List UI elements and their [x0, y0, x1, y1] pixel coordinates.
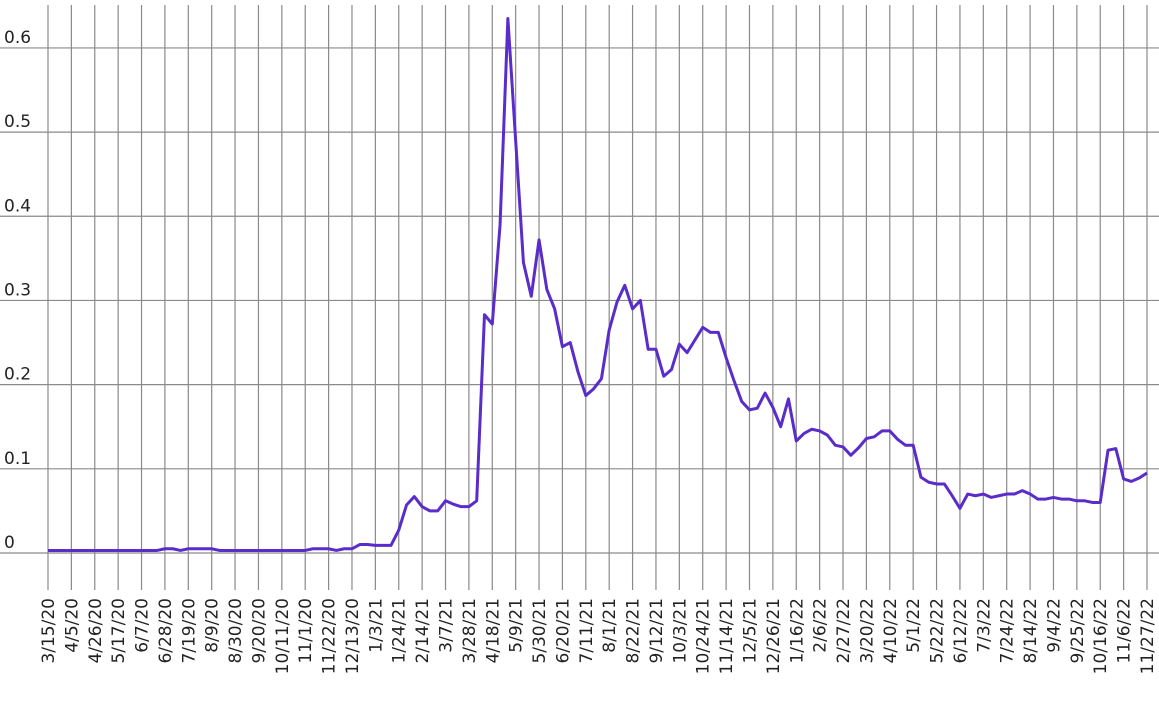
x-tick-label: 7/11/21	[577, 598, 597, 664]
x-tick-label: 11/14/21	[717, 598, 737, 674]
x-tick-label: 5/9/21	[507, 598, 527, 653]
x-tick-label: 1/16/22	[787, 598, 807, 664]
y-tick-label: 0.2	[4, 365, 31, 385]
x-tick-label: 12/26/21	[764, 598, 784, 674]
x-tick-label: 6/7/20	[133, 598, 153, 653]
x-tick-label: 4/26/20	[86, 598, 106, 664]
x-tick-label: 11/6/22	[1115, 598, 1135, 664]
x-tick-label: 11/27/22	[1138, 598, 1158, 674]
x-tick-label: 10/24/21	[694, 598, 714, 674]
x-tick-label: 6/12/22	[951, 598, 971, 664]
x-tick-label: 3/28/21	[460, 598, 480, 664]
x-tick-label: 4/10/22	[881, 598, 901, 664]
x-tick-label: 4/5/20	[62, 598, 82, 653]
x-tick-label: 11/1/20	[296, 598, 316, 664]
x-tick-label: 5/1/22	[904, 598, 924, 653]
x-tick-label: 5/30/21	[530, 598, 550, 664]
y-tick-label: 0	[4, 533, 15, 553]
data-line	[48, 16, 1148, 552]
x-tick-label: 11/22/20	[320, 598, 340, 674]
x-tick-label: 4/18/21	[483, 598, 503, 664]
x-tick-label: 10/11/20	[273, 598, 293, 674]
x-tick-label: 9/25/22	[1068, 598, 1088, 664]
x-tick-label: 3/7/21	[437, 598, 457, 653]
x-tick-label: 6/20/21	[553, 598, 573, 664]
x-tick-label: 6/28/20	[156, 598, 176, 664]
x-tick-label: 9/4/22	[1044, 598, 1064, 653]
x-tick-label: 12/5/21	[740, 598, 760, 664]
x-tick-label: 3/15/20	[39, 598, 59, 664]
x-tick-label: 7/24/22	[998, 598, 1018, 664]
x-tick-label: 2/6/22	[811, 598, 831, 653]
x-tick-label: 3/20/22	[857, 598, 877, 664]
x-tick-label: 8/9/20	[203, 598, 223, 653]
x-tick-label: 8/1/21	[600, 598, 620, 653]
x-tick-label: 8/30/20	[226, 598, 246, 664]
x-tick-label: 5/17/20	[109, 598, 129, 664]
y-tick-label: 0.1	[4, 449, 31, 469]
x-tick-label: 7/19/20	[179, 598, 199, 664]
x-tick-label: 2/14/21	[413, 598, 433, 664]
x-tick-label: 12/13/20	[343, 598, 363, 674]
y-tick-label: 0.3	[4, 280, 31, 300]
x-tick-label: 9/12/21	[647, 598, 667, 664]
x-tick-label: 1/3/21	[366, 598, 386, 653]
x-tick-label: 10/3/21	[670, 598, 690, 664]
x-tick-label: 8/14/22	[1021, 598, 1041, 664]
y-tick-label: 0.6	[4, 28, 31, 48]
x-tick-label: 5/22/22	[928, 598, 948, 664]
x-tick-label: 9/20/20	[249, 598, 269, 664]
y-tick-label: 0.4	[4, 196, 31, 216]
y-tick-label: 0.5	[4, 112, 31, 132]
x-tick-label: 8/22/21	[624, 598, 644, 664]
x-tick-label: 10/16/22	[1091, 598, 1111, 674]
x-tick-label: 2/27/22	[834, 598, 854, 664]
x-tick-label: 1/24/21	[390, 598, 410, 664]
x-tick-label: 7/3/22	[974, 598, 994, 653]
